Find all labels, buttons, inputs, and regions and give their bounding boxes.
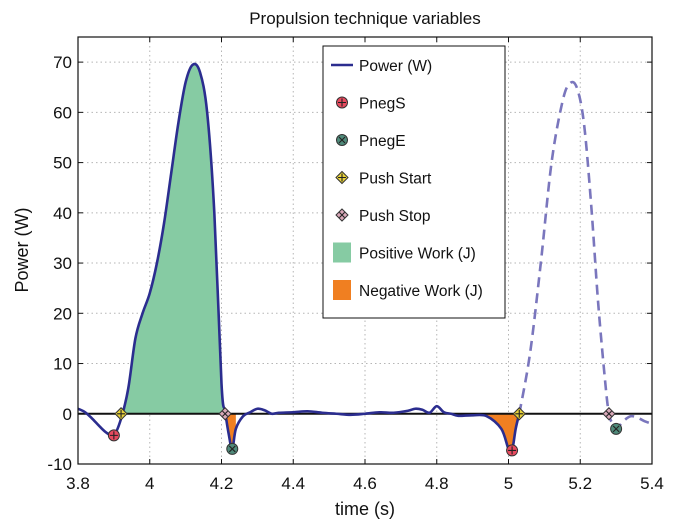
pnegs-marker xyxy=(107,429,120,442)
y-tick-label: 50 xyxy=(53,154,72,173)
x-axis-label: time (s) xyxy=(335,499,395,519)
legend-box xyxy=(322,45,506,319)
legend-fill-swatch xyxy=(333,242,351,263)
legend-label: Positive Work (J) xyxy=(359,246,476,263)
push-start-marker xyxy=(512,407,526,421)
y-tick-label: 20 xyxy=(53,304,72,323)
x-tick-label: 4.6 xyxy=(353,474,377,493)
legend-marker-swatch xyxy=(336,134,348,146)
pnegs-marker xyxy=(506,444,519,457)
x-tick-label: 4.8 xyxy=(425,474,449,493)
legend-item: Positive Work (J) xyxy=(333,242,476,263)
x-tick-label: 4.4 xyxy=(281,474,305,493)
x-tick-label: 3.8 xyxy=(66,474,90,493)
series-lines xyxy=(77,62,653,454)
event-markers xyxy=(107,407,623,457)
pnege-marker xyxy=(226,442,239,455)
y-tick-label: 40 xyxy=(53,204,72,223)
positive-work-area xyxy=(121,63,226,419)
x-tick-label: 5 xyxy=(504,474,513,493)
x-tick-label: 5.2 xyxy=(568,474,592,493)
pnege-marker xyxy=(610,422,623,435)
legend: Power (W) PnegS PnegE Push Start Push Stop Po… xyxy=(322,45,506,319)
chart-title: Propulsion technique variables xyxy=(249,9,481,28)
legend-item: Push Stop xyxy=(335,208,431,225)
x-tick-label: 4 xyxy=(145,474,154,493)
legend-label: Power (W) xyxy=(359,58,432,75)
legend-item: Push Start xyxy=(335,170,432,188)
legend-marker-swatch xyxy=(335,170,349,185)
legend-item: PnegS xyxy=(336,96,406,113)
legend-fill-swatch xyxy=(333,280,351,300)
legend-marker-swatch xyxy=(335,208,349,222)
x-tick-label: 4.2 xyxy=(210,474,234,493)
axis-ticks: 3.8 4 4.2 4.4 4.6 4.8 5 5.2 5.4 -10 0 10 20 30 40 50 60 7… xyxy=(47,37,664,493)
legend-item: PnegE xyxy=(336,133,406,150)
y-tick-label: 30 xyxy=(53,254,72,273)
legend-item: Negative Work (J) xyxy=(333,280,483,300)
x-tick-label: 5.4 xyxy=(640,474,664,493)
legend-label: Push Stop xyxy=(359,208,431,225)
y-tick-label: 10 xyxy=(53,355,72,374)
y-tick-label: 70 xyxy=(53,53,72,72)
legend-label: PnegE xyxy=(359,133,406,150)
legend-label: PnegS xyxy=(359,96,406,113)
y-tick-label: 60 xyxy=(53,103,72,122)
power-line xyxy=(77,62,521,454)
legend-marker-swatch xyxy=(336,96,348,109)
y-axis-label: Power (W) xyxy=(12,208,32,293)
y-tick-label: -10 xyxy=(47,455,72,474)
push-stop-marker xyxy=(218,407,232,421)
legend-item: Power (W) xyxy=(331,58,432,75)
push-stop-marker xyxy=(602,407,616,421)
power-line-dashed xyxy=(517,80,653,431)
legend-label: Push Start xyxy=(359,171,432,188)
push-start-marker xyxy=(114,407,128,421)
legend-label: Negative Work (J) xyxy=(359,283,483,300)
y-tick-label: 0 xyxy=(63,405,72,424)
